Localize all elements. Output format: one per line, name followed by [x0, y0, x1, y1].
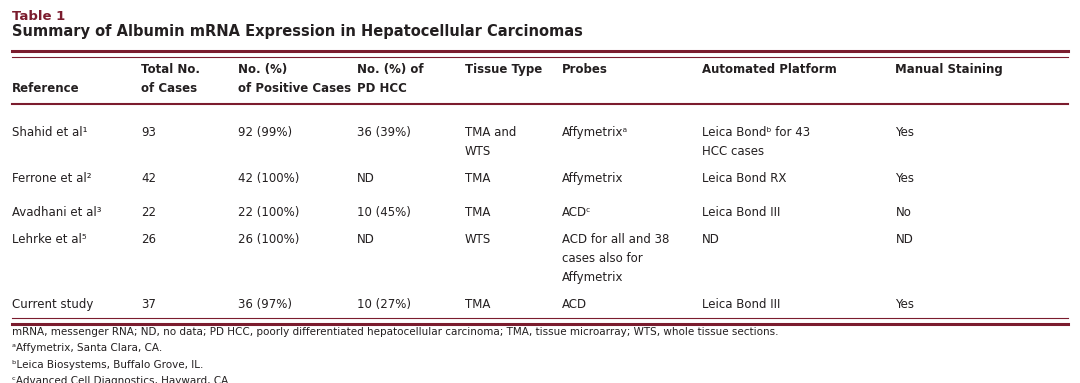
- Text: TMA and: TMA and: [464, 126, 516, 139]
- Text: Shahid et al¹: Shahid et al¹: [12, 126, 87, 139]
- Text: 22 (100%): 22 (100%): [239, 206, 300, 219]
- Text: ᶜAdvanced Cell Diagnostics, Hayward, CA.: ᶜAdvanced Cell Diagnostics, Hayward, CA.: [12, 376, 232, 383]
- Text: ND: ND: [702, 233, 719, 246]
- Text: of Cases: of Cases: [141, 82, 198, 95]
- Text: Yes: Yes: [895, 298, 915, 311]
- Text: Lehrke et al⁵: Lehrke et al⁵: [12, 233, 86, 246]
- Text: TMA: TMA: [464, 172, 490, 185]
- Text: Total No.: Total No.: [141, 63, 201, 76]
- Text: 26: 26: [141, 233, 157, 246]
- Text: Yes: Yes: [895, 126, 915, 139]
- Text: Leica Bond III: Leica Bond III: [702, 298, 780, 311]
- Text: Leica Bondᵇ for 43: Leica Bondᵇ for 43: [702, 126, 810, 139]
- Text: No. (%): No. (%): [239, 63, 287, 76]
- Text: Reference: Reference: [12, 82, 80, 95]
- Text: mRNA, messenger RNA; ND, no data; PD HCC, poorly differentiated hepatocellular c: mRNA, messenger RNA; ND, no data; PD HCC…: [12, 327, 779, 337]
- Text: No. (%) of: No. (%) of: [356, 63, 423, 76]
- Text: Tissue Type: Tissue Type: [464, 63, 542, 76]
- Text: 42 (100%): 42 (100%): [239, 172, 300, 185]
- Text: 92 (99%): 92 (99%): [239, 126, 293, 139]
- Text: Table 1: Table 1: [12, 10, 66, 23]
- Text: PD HCC: PD HCC: [356, 82, 407, 95]
- Text: Summary of Albumin mRNA Expression in Hepatocellular Carcinomas: Summary of Albumin mRNA Expression in He…: [12, 24, 583, 39]
- Text: Probes: Probes: [562, 63, 607, 76]
- Text: 36 (39%): 36 (39%): [356, 126, 410, 139]
- Text: of Positive Cases: of Positive Cases: [239, 82, 351, 95]
- Text: WTS: WTS: [464, 233, 490, 246]
- Text: TMA: TMA: [464, 206, 490, 219]
- Text: TMA: TMA: [464, 298, 490, 311]
- Text: 26 (100%): 26 (100%): [239, 233, 300, 246]
- Text: ᵃAffymetrix, Santa Clara, CA.: ᵃAffymetrix, Santa Clara, CA.: [12, 344, 162, 354]
- Text: Affymetrix: Affymetrix: [562, 172, 623, 185]
- Text: ND: ND: [356, 172, 375, 185]
- Text: 10 (27%): 10 (27%): [356, 298, 410, 311]
- Text: Affymetrix: Affymetrix: [562, 271, 623, 284]
- Text: Automated Platform: Automated Platform: [702, 63, 836, 76]
- Text: No: No: [895, 206, 912, 219]
- Text: Avadhani et al³: Avadhani et al³: [12, 206, 102, 219]
- Text: ACD for all and 38: ACD for all and 38: [562, 233, 669, 246]
- Text: Leica Bond RX: Leica Bond RX: [702, 172, 786, 185]
- Text: Yes: Yes: [895, 172, 915, 185]
- Text: Leica Bond III: Leica Bond III: [702, 206, 780, 219]
- Text: cases also for: cases also for: [562, 252, 643, 265]
- Text: Ferrone et al²: Ferrone et al²: [12, 172, 92, 185]
- Text: 22: 22: [141, 206, 157, 219]
- Text: ACD: ACD: [562, 298, 586, 311]
- Text: ᵇLeica Biosystems, Buffalo Grove, IL.: ᵇLeica Biosystems, Buffalo Grove, IL.: [12, 360, 203, 370]
- Text: HCC cases: HCC cases: [702, 145, 764, 158]
- Text: 42: 42: [141, 172, 157, 185]
- Text: Manual Staining: Manual Staining: [895, 63, 1003, 76]
- Text: ACDᶜ: ACDᶜ: [562, 206, 591, 219]
- Text: WTS: WTS: [464, 145, 490, 158]
- Text: 36 (97%): 36 (97%): [239, 298, 293, 311]
- Text: ND: ND: [895, 233, 914, 246]
- Text: 93: 93: [141, 126, 157, 139]
- Text: Affymetrixᵃ: Affymetrixᵃ: [562, 126, 627, 139]
- Text: ND: ND: [356, 233, 375, 246]
- Text: 37: 37: [141, 298, 157, 311]
- Text: 10 (45%): 10 (45%): [356, 206, 410, 219]
- Text: Current study: Current study: [12, 298, 94, 311]
